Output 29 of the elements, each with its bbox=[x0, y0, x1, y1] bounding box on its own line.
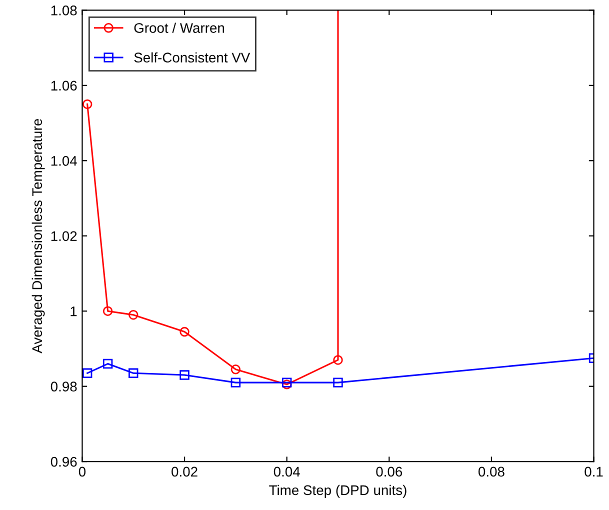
point bbox=[180, 370, 190, 380]
point bbox=[102, 306, 113, 316]
x-tick-label: 0.08 bbox=[478, 466, 504, 477]
point bbox=[128, 368, 138, 378]
point bbox=[82, 368, 92, 378]
y-tick-label: 1.04 bbox=[51, 156, 77, 166]
y-tick-label: 1.02 bbox=[51, 231, 77, 242]
y-tick-label: 1 bbox=[70, 306, 77, 316]
point bbox=[102, 358, 113, 369]
x-axis-title: Time Step (DPD units) bbox=[269, 484, 406, 498]
y-tick-label: 1.08 bbox=[51, 6, 77, 16]
point bbox=[333, 355, 343, 365]
point bbox=[180, 326, 190, 337]
y-axis-title: Averaged Dimensionless Temperature bbox=[32, 119, 45, 354]
point bbox=[333, 378, 343, 388]
y-tick-label: 1.06 bbox=[51, 80, 77, 91]
x-tick-label: 0.1 bbox=[584, 466, 603, 477]
point bbox=[230, 378, 241, 388]
y-tick-label: 0.96 bbox=[50, 456, 77, 467]
point bbox=[82, 99, 92, 110]
legend-label: Groot / Warren bbox=[134, 22, 224, 33]
y-tick-label: 0.98 bbox=[50, 382, 77, 392]
x-tick-label: 0.02 bbox=[172, 466, 198, 477]
point bbox=[128, 310, 138, 320]
legend-label: Self-Consistent VV bbox=[134, 52, 250, 63]
x-tick-label: 0 bbox=[78, 466, 86, 477]
x-tick-label: 0.06 bbox=[376, 466, 402, 477]
point bbox=[230, 364, 241, 374]
x-tick-label: 0.04 bbox=[274, 466, 300, 477]
